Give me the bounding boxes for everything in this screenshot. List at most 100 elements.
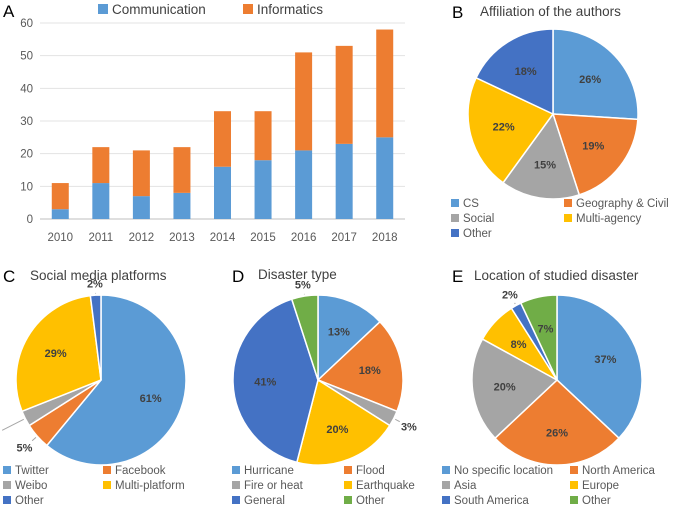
legend-swatch-asia: [442, 481, 450, 489]
data-label-other: 2%: [87, 278, 103, 290]
x-tick-label: 2010: [47, 232, 73, 244]
legend-swatch-general: [232, 496, 240, 504]
y-tick-label: 40: [20, 83, 33, 95]
x-tick-label: 2013: [169, 232, 195, 244]
pie-title-affiliation: Affiliation of the authors: [480, 4, 621, 19]
bar-informatics-2015: [254, 111, 272, 161]
y-tick-label: 50: [20, 51, 33, 63]
data-label-south-america: 2%: [502, 289, 518, 301]
leader-line: [1, 418, 24, 431]
panel-letter-e: E: [452, 267, 463, 286]
panel-letter-b: B: [452, 3, 463, 22]
bar-communication-2011: [92, 183, 110, 219]
legend-label-multi-agency: Multi-agency: [576, 213, 641, 225]
legend-swatch-cs: [451, 199, 459, 207]
y-tick-label: 10: [20, 181, 33, 193]
y-tick-label: 30: [20, 116, 33, 128]
bar-communication-2015: [254, 160, 272, 219]
legend-swatch-social: [451, 214, 459, 222]
legend-swatch-other: [3, 496, 11, 504]
data-label-facebook: 5%: [17, 443, 33, 455]
legend-label-asia: Asia: [454, 480, 477, 492]
pie-slice-flood: [316, 320, 404, 413]
bar-communication-2017: [335, 143, 353, 219]
legend-label-social: Social: [463, 213, 494, 225]
legend-label-hurricane: Hurricane: [244, 465, 294, 477]
y-tick-label: 20: [20, 149, 33, 161]
bar-communication-2018: [376, 137, 394, 219]
pie-chart-location: 37% 26% 20% 8% 2% 7% No specific location North…: [442, 289, 655, 507]
data-label-social: 15%: [534, 159, 556, 171]
x-tick-label: 2015: [250, 232, 276, 244]
x-tick-label: 2016: [291, 232, 317, 244]
data-label-asia: 20%: [494, 382, 516, 394]
legend-label-cs: CS: [463, 198, 479, 210]
legend-swatch-multi-agency: [564, 214, 572, 222]
legend-label-communication: Communication: [112, 2, 206, 17]
legend-swatch-communication: [98, 4, 108, 14]
leader-line: [31, 436, 37, 442]
legend-label-earthquake: Earthquake: [356, 480, 415, 492]
bar-informatics-2016: [295, 52, 313, 151]
legend-label-north-america: North America: [582, 465, 655, 477]
bar-informatics-2018: [376, 29, 394, 138]
panel-letter-c: C: [3, 267, 15, 286]
legend-swatch-informatics: [243, 4, 253, 14]
pie-title-social-media: Social media platforms: [30, 268, 167, 283]
legend-swatch-geography-civil: [564, 199, 572, 207]
legend-swatch-other: [570, 496, 578, 504]
legend-label-informatics: Informatics: [257, 2, 323, 17]
data-label-other: 7%: [538, 324, 554, 336]
y-tick-label: 60: [20, 18, 33, 30]
legend-swatch-other: [344, 496, 352, 504]
pie-slice-other: [89, 294, 102, 381]
data-label-multi-agency: 22%: [493, 122, 515, 134]
data-label-flood: 18%: [359, 365, 381, 377]
pie-chart-affiliation: 26% 19% 15% 22% 18% CS Geography & Civil Social…: [451, 28, 669, 240]
pie-slice-no-specific-location: [556, 294, 643, 440]
x-tick-label: 2017: [331, 232, 357, 244]
x-tick-label: 2014: [210, 232, 236, 244]
bar-informatics-2014: [214, 111, 231, 167]
bar-informatics-2010: [51, 183, 69, 210]
legend-swatch-hurricane: [232, 466, 240, 474]
panel-letter-a: A: [3, 2, 15, 21]
x-tick-label: 2018: [372, 232, 398, 244]
legend-label-other: Other: [463, 228, 492, 240]
legend-swatch-flood: [344, 466, 352, 474]
legend-label-twitter: Twitter: [15, 465, 49, 477]
pie-chart-social-media: 61%5%3%29%2%TwitterFacebookWeiboMulti-pl…: [1, 278, 187, 507]
legend-swatch-twitter: [3, 466, 11, 474]
bar-informatics-2017: [335, 45, 353, 144]
legend-swatch-earthquake: [344, 481, 352, 489]
data-label-europe: 8%: [511, 339, 527, 351]
pie-slice-cs: [552, 28, 639, 121]
data-label-earthquake: 20%: [326, 424, 348, 436]
legend-swatch-other: [451, 229, 459, 237]
data-label-other: 5%: [295, 279, 311, 291]
leader-line: [395, 418, 401, 423]
legend-label-other: Other: [356, 495, 385, 507]
legend-label-no-specific-location: No specific location: [454, 465, 553, 477]
legend-label-facebook: Facebook: [115, 465, 166, 477]
legend-swatch-fire-or-heat: [232, 481, 240, 489]
leader-line: [514, 302, 516, 305]
data-label-no-specific-location: 37%: [594, 354, 616, 366]
bar-communication-2013: [173, 192, 191, 219]
legend-swatch-weibo: [3, 481, 11, 489]
legend-swatch-north-america: [570, 466, 578, 474]
pie-slice-other: [290, 294, 319, 381]
pie-title-location: Location of studied disaster: [474, 268, 639, 283]
legend-swatch-no-specific-location: [442, 466, 450, 474]
pie-slice-other: [519, 294, 558, 381]
bar-informatics-2012: [132, 150, 150, 197]
legend-label-flood: Flood: [356, 465, 385, 477]
legend-label-europe: Europe: [582, 480, 619, 492]
legend-swatch-facebook: [103, 466, 111, 474]
pie-slice-multi-platform: [15, 294, 102, 413]
data-label-hurricane: 13%: [328, 327, 350, 339]
data-label-geography-civil: 19%: [582, 140, 604, 152]
bar-communication-2014: [214, 166, 231, 219]
pie-slice-north-america: [493, 378, 621, 466]
